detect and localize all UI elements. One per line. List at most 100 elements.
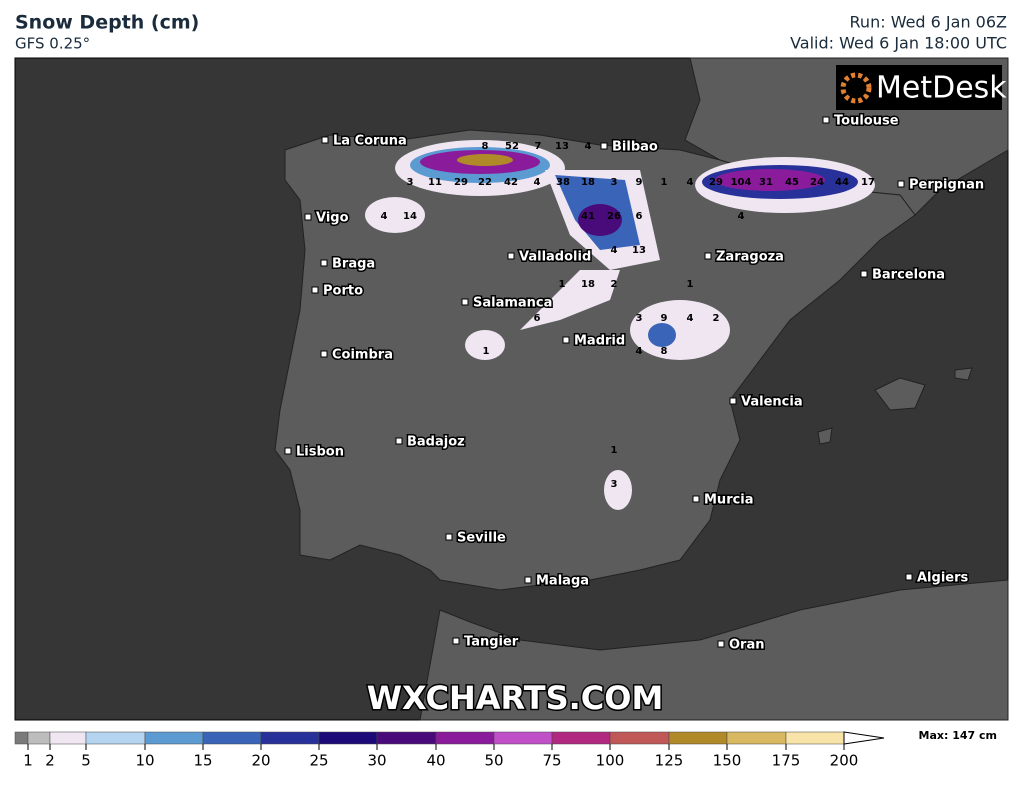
legend-tick-label: 20 — [251, 752, 270, 770]
snow-depth-label: 13 — [632, 245, 646, 256]
snow-depth-label: 4 — [687, 313, 694, 324]
snow-depth-label: 1 — [611, 445, 618, 456]
city-label: Perpignan — [909, 178, 984, 193]
legend-swatch — [49, 731, 87, 745]
legend-tick-label: 15 — [193, 752, 212, 770]
legend-swatch — [14, 731, 29, 745]
city-label: Lisbon — [296, 445, 344, 460]
legend-tick-label: 5 — [81, 752, 91, 770]
snow-depth-label: 3 — [611, 177, 618, 188]
legend-swatch — [144, 731, 204, 745]
city-label: Coimbra — [332, 348, 393, 363]
city-marker — [507, 252, 515, 260]
city-marker — [860, 270, 868, 278]
snow-depth-label: 9 — [636, 177, 643, 188]
legend-tick-label: 175 — [772, 752, 801, 770]
legend-max: Max: 147 cm — [919, 729, 997, 742]
legend-swatch — [668, 731, 728, 745]
legend-tick-label: 150 — [713, 752, 742, 770]
snow-depth-label: 8 — [661, 346, 668, 357]
legend-tick-label: 2 — [45, 752, 55, 770]
snow-depth-label: 17 — [861, 177, 875, 188]
city-marker — [304, 213, 312, 221]
watermark: WXCHARTS.COM — [367, 679, 664, 717]
legend-swatch — [551, 731, 611, 745]
legend-tick-label: 10 — [135, 752, 154, 770]
ibiza — [817, 427, 833, 445]
snow-depth-label: 4 — [585, 141, 592, 152]
iberia — [274, 129, 916, 591]
snow-depth-label: 29 — [454, 177, 468, 188]
city-marker — [445, 533, 453, 541]
legend-swatch — [85, 731, 146, 745]
run: Run: Wed 6 Jan 06Z — [850, 13, 1008, 32]
snow-depth-label: 45 — [785, 177, 799, 188]
cities: La Coruna Bilbao Toulouse Perpignan Vigo Brag… — [284, 112, 986, 654]
city-marker — [897, 180, 905, 188]
snow-depth-label: 4 — [611, 245, 618, 256]
valid: Valid: Wed 6 Jan 18:00 UTC — [790, 34, 1007, 53]
legend-tick-label: 30 — [367, 752, 386, 770]
snow-depth-label: 9 — [661, 313, 668, 324]
city-label: Algiers — [917, 571, 969, 586]
snow-depth-label: 18 — [581, 279, 595, 290]
legend-tick-label: 200 — [830, 752, 859, 770]
city-label: Badajoz — [407, 435, 465, 450]
city-label: Toulouse — [834, 114, 899, 129]
snow-depth-label: 22 — [478, 177, 492, 188]
snow-depth-label: 8 — [482, 141, 489, 152]
city-label: Braga — [332, 257, 375, 272]
city-label: Valencia — [741, 395, 803, 410]
snow-depth-label: 14 — [403, 211, 417, 222]
city-marker — [320, 259, 328, 267]
legend-swatch — [493, 731, 553, 745]
snow-depth-label: 24 — [810, 177, 824, 188]
snow-depth-label: 3 — [611, 479, 618, 490]
city-label: Zaragoza — [716, 250, 784, 265]
city-marker — [461, 298, 469, 306]
title: Snow Depth (cm) — [15, 12, 199, 34]
logo-icon — [840, 72, 872, 104]
snow-depth-label: 1 — [661, 177, 668, 188]
city-marker — [395, 437, 403, 445]
city-marker — [600, 142, 608, 150]
city-marker — [320, 350, 328, 358]
legend-swatch — [318, 731, 378, 745]
logo-box — [836, 65, 1002, 110]
city-marker — [284, 447, 292, 455]
legend-swatch — [785, 731, 845, 745]
legend-tick-label: 1 — [23, 752, 33, 770]
city-label: Seville — [457, 531, 506, 546]
snow-depth-label: 29 — [709, 177, 723, 188]
city-marker — [562, 336, 570, 344]
menorca — [954, 367, 973, 381]
legend-swatch — [726, 731, 787, 745]
snow-depth-label: 4 — [381, 211, 388, 222]
snow-depth-label: 4 — [636, 346, 643, 357]
legend-swatch — [435, 731, 495, 745]
snow-depth-label: 1 — [559, 279, 566, 290]
legend-swatch — [609, 731, 670, 745]
snow-depth-label: 4 — [738, 211, 745, 222]
subtitle: GFS 0.25° — [15, 35, 90, 53]
city-marker — [524, 576, 532, 584]
snow-depth-label: 2 — [713, 313, 720, 324]
snow-depth-label: 1 — [483, 346, 490, 357]
city-marker — [311, 286, 319, 294]
snow-depth-label: 3 — [407, 177, 414, 188]
city-marker — [717, 640, 725, 648]
city-label: Murcia — [704, 493, 754, 508]
city-label: Madrid — [574, 334, 625, 349]
africa — [419, 579, 1009, 721]
legend-tick-label: 25 — [309, 752, 328, 770]
snow-depth-label: 42 — [504, 177, 518, 188]
snow-depth-label: 3 — [636, 313, 643, 324]
legend-swatch — [27, 731, 51, 745]
city-label: Tangier — [464, 635, 519, 650]
snow-depth-label: 18 — [581, 177, 595, 188]
snow-depth-label: 44 — [835, 177, 849, 188]
legend-swatch — [376, 731, 437, 745]
snow-depth-label: 41 — [581, 211, 595, 222]
city-marker — [452, 637, 460, 645]
legend-tick-label: 40 — [426, 752, 445, 770]
